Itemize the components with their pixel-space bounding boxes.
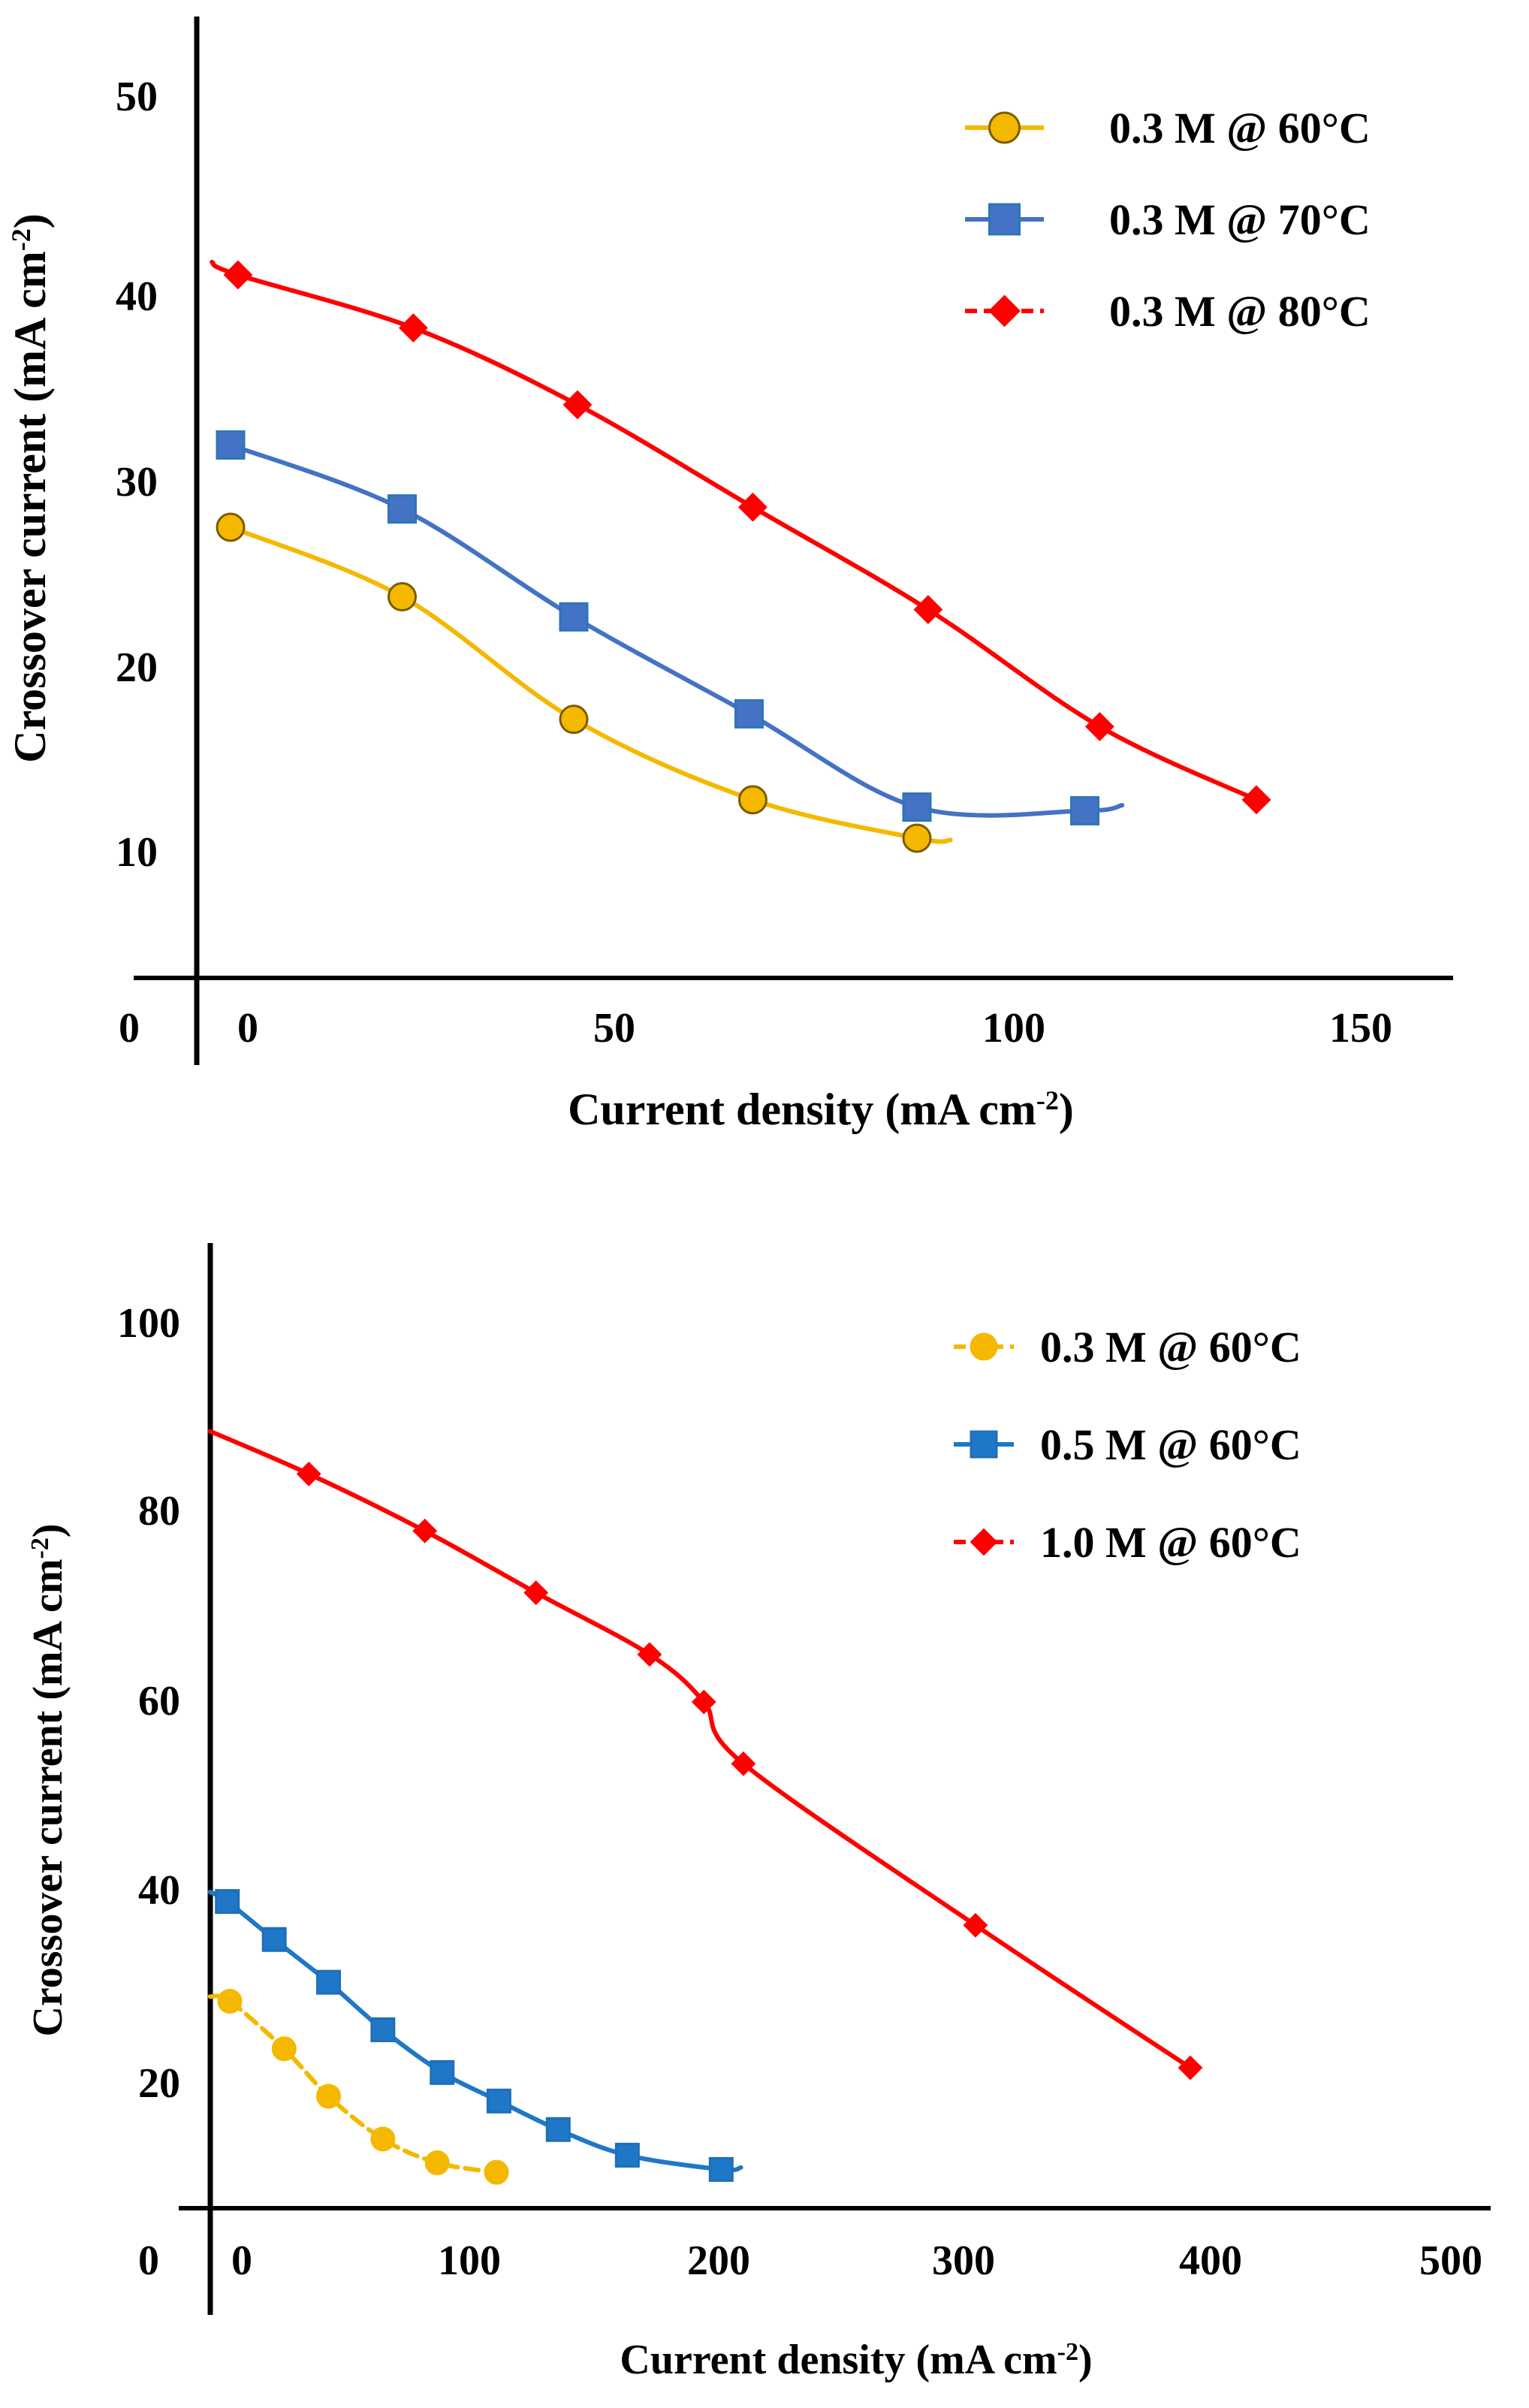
data-point [398,313,428,343]
data-point [902,823,932,853]
data-point [370,2126,396,2152]
x-axis-title: Current density (mA cm-2) [620,2337,1092,2383]
data-point [902,792,932,822]
origin-label: 0 [119,1005,140,1052]
y-tick-label: 30 [116,459,158,505]
x-tick-label: 150 [1329,1005,1392,1052]
legend-label: 0.3 M @ 70°C [1109,195,1371,244]
data-point [486,2088,511,2114]
y-tick-label: 20 [138,2060,180,2107]
series-2 [216,430,1125,825]
y-tick-label: 60 [138,1678,180,1725]
data-point [424,2150,450,2176]
data-point [430,2059,455,2085]
series-line [207,1890,743,2173]
data-point [1241,785,1271,815]
data-point [296,1461,321,1486]
legend-label: 0.5 M @ 60°C [1040,1420,1301,1469]
y-tick-label: 100 [117,1300,180,1347]
data-point [261,1927,287,1952]
data-point [691,1689,716,1715]
data-point [484,2159,509,2185]
series-1 [207,1988,509,2185]
legend-marker [988,294,1021,327]
x-tick-label: 0 [237,1005,258,1052]
x-tick-label: 400 [1179,2238,1242,2284]
data-point [562,390,593,420]
data-point [913,595,943,624]
legend-marker [970,1332,998,1361]
y-tick-label: 50 [116,74,158,120]
series-1 [216,512,953,853]
data-point [545,2117,571,2142]
x-tick-label: 500 [1419,2238,1482,2284]
legend-label: 0.3 M @ 60°C [1109,104,1371,152]
legend: 0.3 M @ 60°C 0.3 M @ 70°C 0.3 M @ 80°C [965,104,1371,336]
series-line [210,259,1259,802]
data-point [614,2142,640,2168]
y-tick-label: 10 [116,829,158,876]
data-point [738,492,768,522]
origin-label: 0 [138,2238,159,2284]
data-point [1084,712,1114,741]
data-point [963,1912,988,1938]
legend-label: 1.0 M @ 60°C [1040,1518,1301,1567]
legend-label: 0.3 M @ 60°C [1040,1323,1301,1371]
data-point [559,602,589,632]
x-tick-label: 200 [687,2238,750,2284]
data-point [216,430,246,460]
y-axis-title: Crossover current (mA cm-2) [25,1523,71,2036]
chart-panel-1: 0 50 100 150 10 20 30 40 50 0 Current density (mA … [5,17,1453,1134]
x-tick-label: 300 [932,2238,995,2284]
data-point [1178,2055,1203,2081]
chart-panel-2: 0 100 200 300 400 500 20 40 60 80 100 0 Current dens… [25,1243,1491,2383]
data-point [734,699,764,729]
data-point [523,1580,549,1605]
data-point [316,2084,342,2109]
series-line [228,442,1125,818]
data-point [316,1969,342,1995]
legend-label: 0.3 M @ 80°C [1109,287,1371,336]
y-tick-label: 40 [138,1867,180,1914]
data-point [737,785,768,815]
data-point [271,2036,297,2062]
series-2 [207,1889,743,2182]
data-point [559,705,589,735]
x-tick-label: 50 [593,1005,635,1052]
series-3 [207,1429,1203,2081]
y-tick-label: 40 [116,273,158,320]
legend-marker [988,111,1021,144]
x-tick-label: 100 [438,2238,501,2284]
data-point [708,2156,734,2182]
data-point [731,1751,756,1776]
data-point [216,512,246,542]
data-point [387,582,417,612]
data-point [637,1642,662,1667]
data-point [387,494,417,524]
legend-marker [970,1430,998,1459]
x-tick-label: 100 [982,1005,1045,1052]
y-axis-title: Crossover current (mA cm-2) [5,213,55,763]
series-line [228,525,953,844]
data-point [217,1988,243,2014]
data-point [223,260,253,290]
legend-marker [988,203,1021,236]
x-axis-title: Current density (mA cm-2) [568,1085,1074,1134]
data-point [370,2017,396,2042]
legend: 0.3 M @ 60°C 0.5 M @ 60°C 1.0 M @ 60°C [954,1323,1301,1567]
data-point [215,1889,240,1915]
data-point [412,1518,438,1543]
legend-marker [970,1528,998,1556]
series-3 [210,259,1271,815]
data-point [1070,795,1100,825]
x-tick-label: 0 [231,2238,252,2284]
y-tick-label: 80 [138,1488,180,1534]
y-tick-label: 20 [116,644,158,691]
